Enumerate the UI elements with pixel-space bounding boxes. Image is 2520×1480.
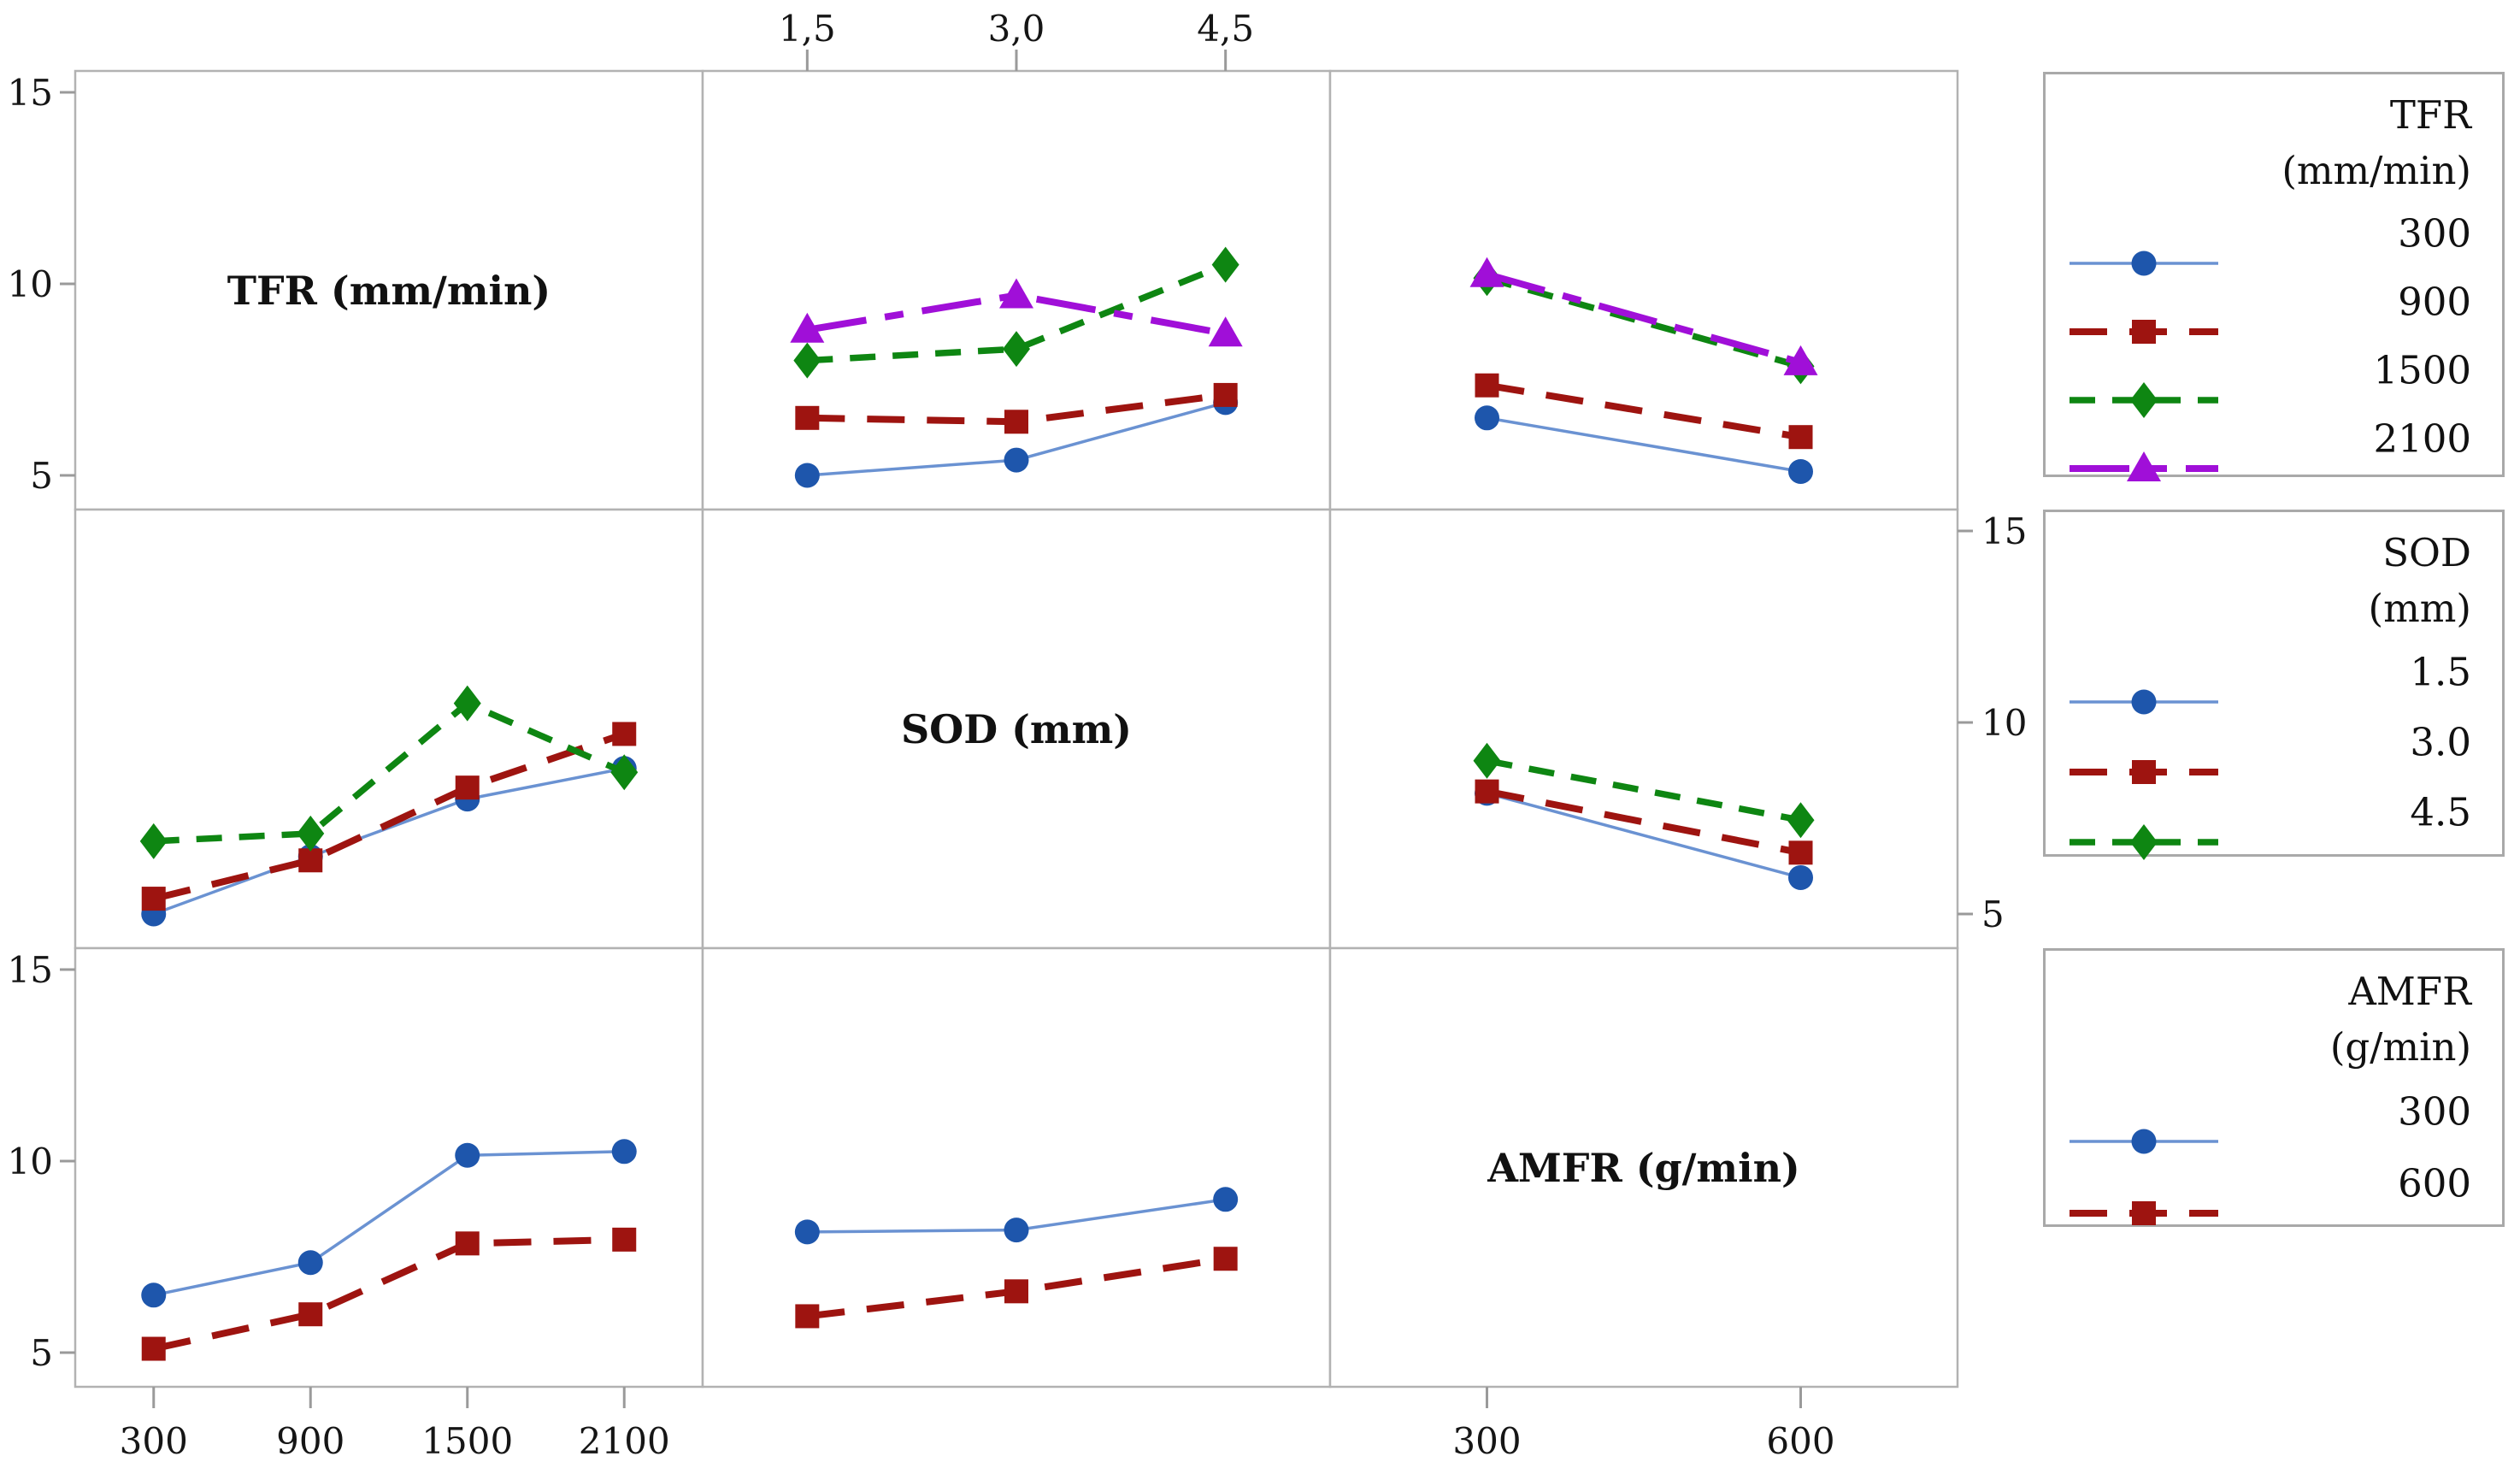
series-tfr-1500	[793, 246, 1239, 379]
legend-item-label: 300	[2398, 210, 2471, 256]
panel-cell-r2c0	[74, 946, 704, 1389]
tick-label: 10	[1981, 702, 2027, 744]
panel-label-sod: SOD (mm)	[900, 706, 1133, 752]
series-amfr-600	[141, 1227, 637, 1361]
legend-item-label: 1500	[2373, 347, 2471, 393]
cell-r1c0	[139, 685, 639, 927]
legend-tfr-unit: (mm/min)	[2282, 147, 2471, 193]
tick-label: 300	[120, 1420, 188, 1462]
legend-item: 900	[2046, 268, 2502, 344]
panel-label-tfr: TFR (mm/min)	[227, 268, 551, 314]
series-tfr-300	[1475, 405, 1813, 485]
panel-cell-r1c2	[1328, 508, 1959, 950]
panel-cell-r1c0	[74, 508, 704, 950]
tick-label: 15	[8, 72, 53, 114]
tick-label: 15	[1981, 510, 2027, 552]
panel-cell-r0c0	[74, 69, 704, 511]
series-sod-4.5	[139, 685, 639, 859]
cell-r2c0	[141, 1139, 637, 1361]
legend-item: 4.5	[2046, 777, 2502, 860]
tick-label: 1500	[421, 1420, 513, 1462]
series-amfr-300	[141, 1139, 637, 1308]
series-sod-4.5	[1473, 742, 1815, 839]
legend-item: 300	[2046, 199, 2502, 276]
series-tfr-2100	[790, 278, 1243, 347]
legend-sod-title: SOD	[2382, 530, 2471, 575]
cell-r0c2	[1469, 256, 1818, 485]
legend-item-label: 4.5	[2410, 789, 2471, 835]
legend-item-label: 3.0	[2410, 719, 2471, 765]
tick-label: 10	[8, 1141, 53, 1182]
cell-r1c2	[1473, 742, 1815, 890]
legend-item: 600	[2046, 1147, 2502, 1225]
legend-sod-unit: (mm)	[2368, 585, 2471, 631]
series-tfr-300	[794, 390, 1239, 488]
cell-r0c1	[790, 246, 1243, 488]
tick-label: 1,5	[779, 8, 836, 50]
cell-r2c1	[794, 1187, 1239, 1329]
tick-label: 900	[276, 1420, 344, 1462]
series-amfr-600	[795, 1247, 1238, 1329]
legend-amfr-title: AMFR	[2348, 969, 2471, 1014]
legend-item-label: 600	[2398, 1160, 2471, 1206]
legend-item-label: 300	[2398, 1088, 2471, 1135]
series-tfr-2100	[1469, 256, 1818, 375]
series-amfr-300	[794, 1187, 1239, 1245]
panel-cell-r0c2	[1328, 69, 1959, 511]
legend-sod: SOD (mm) 1.5 3.0 4.5	[2043, 510, 2505, 860]
series-sod-3.0	[1475, 779, 1813, 865]
series-tfr-900	[1475, 373, 1813, 450]
legend-tfr-title: TFR	[2389, 92, 2471, 138]
panel-cell-r2c2	[1328, 946, 1959, 1389]
tick-label: 600	[1766, 1420, 1834, 1462]
legend-item-label: 2100	[2373, 416, 2471, 462]
panel-cell-r1c1	[701, 508, 1332, 950]
legend-amfr: AMFR (g/min) 300 600	[2043, 948, 2505, 1227]
series-tfr-900	[795, 382, 1238, 434]
legend-item: 1500	[2046, 336, 2502, 418]
legend-item-label: 900	[2398, 279, 2471, 325]
tick-label: 15	[8, 949, 53, 991]
tick-label: 300	[1452, 1420, 1521, 1462]
tick-label: 5	[30, 1332, 53, 1374]
tick-label: 10	[8, 263, 53, 305]
tick-label: 5	[30, 455, 53, 497]
legend-item: 3.0	[2046, 707, 2502, 784]
series-sod-3.0	[141, 722, 637, 911]
legend-amfr-unit: (g/min)	[2329, 1023, 2471, 1070]
tick-label: 2100	[579, 1420, 670, 1462]
tick-label: 5	[1981, 893, 2005, 935]
legend-tfr: TFR (mm/min) 300 900 1500 2100	[2043, 72, 2505, 481]
legend-item: 2100	[2046, 404, 2502, 481]
panel-label-amfr: AMFR (g/min)	[1487, 1145, 1800, 1191]
legend-item-label: 1.5	[2410, 649, 2471, 695]
tick-label: 3,0	[988, 8, 1045, 50]
legend-item: 1.5	[2046, 637, 2502, 715]
tick-label: 4,5	[1197, 8, 1254, 50]
legend-item: 300	[2046, 1076, 2502, 1154]
